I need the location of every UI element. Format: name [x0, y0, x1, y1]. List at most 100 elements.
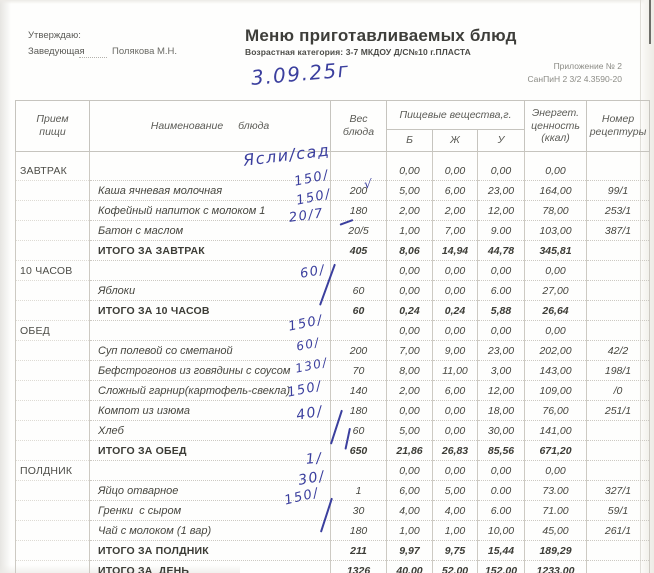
cell-recipe	[586, 460, 651, 481]
cell-energy: 0,00	[524, 260, 588, 281]
cell-carbs: 152,00	[476, 560, 526, 573]
cell-recipe: /0	[586, 380, 651, 401]
cell-energy: 0,00	[524, 460, 588, 481]
cell-carbs: 6.00	[476, 280, 526, 301]
header-meal: Прием пищи	[15, 100, 90, 152]
table-row: Яблоки 60 0,00 0,00 6.00 27,00	[15, 280, 651, 301]
cell-protein: 0,00	[386, 280, 433, 301]
cell-weight	[330, 460, 387, 481]
table-row: ИТОГО ЗА ЗАВТРАК 405 8,06 14,94 44,78 345,81	[15, 240, 651, 261]
cell-weight: 180	[330, 520, 387, 541]
cell-fat: 0,00	[432, 151, 478, 181]
cell-carbs: 9.00	[476, 220, 526, 241]
handwritten-note: √	[364, 177, 374, 191]
cell-fat: 9,75	[432, 540, 478, 561]
cell-dish	[89, 460, 331, 481]
cell-protein: 4,00	[386, 500, 433, 521]
cell-recipe: 387/1	[586, 220, 651, 241]
cell-meal	[15, 540, 90, 561]
cell-recipe	[586, 151, 651, 181]
approve-label: Утверждаю:	[28, 30, 81, 41]
cell-carbs: 10,00	[476, 520, 526, 541]
table-header-row-1: Прием пищи Наименование блюда Вес блюда …	[15, 100, 651, 152]
cell-energy: 26,64	[524, 300, 588, 321]
cell-fat: 4,00	[432, 500, 478, 521]
cell-energy: 78,00	[524, 200, 588, 221]
cell-carbs: 0.00	[476, 480, 526, 501]
cell-fat: 0,00	[432, 400, 478, 421]
cell-protein: 0,00	[386, 400, 433, 421]
table-row: Кофейный напиток с молоком 1 180 2,00 2,00 1…	[15, 200, 651, 221]
cell-carbs: 0,00	[476, 320, 526, 341]
cell-carbs: 44,78	[476, 240, 526, 261]
cell-meal: 10 ЧАСОВ	[15, 260, 90, 281]
cell-meal: ПОЛДНИК	[15, 460, 90, 481]
cell-meal	[15, 340, 90, 361]
cell-energy: 73.00	[524, 480, 588, 501]
cell-energy: 103,00	[524, 220, 588, 241]
cell-fat: 7,00	[432, 220, 478, 241]
table-row: Хлеб 60 5,00 0,00 30,00 141,00	[15, 420, 651, 441]
table-row: ИТОГО ЗА ДЕНЬ 1326 40,00 52,00 152,00 1233,00	[15, 560, 651, 573]
header-dish: Наименование блюда	[89, 100, 331, 152]
cell-fat: 26,83	[432, 440, 478, 461]
cell-weight: 180	[330, 400, 387, 421]
cell-protein: 0,00	[386, 320, 433, 341]
header-weight: Вес блюда	[330, 100, 387, 152]
cell-fat: 1,00	[432, 520, 478, 541]
cell-meal	[15, 560, 90, 573]
cell-protein: 21,86	[386, 440, 433, 461]
cell-dish: Яйцо отварное	[89, 480, 331, 501]
cell-fat: 11,00	[432, 360, 478, 381]
cell-fat: 0,24	[432, 300, 478, 321]
cell-recipe: 251/1	[586, 400, 651, 421]
cell-meal	[15, 440, 90, 461]
cell-carbs: 6.00	[476, 500, 526, 521]
table-row: ИТОГО ЗА 10 ЧАСОВ 60 0,24 0,24 5,88 26,64	[15, 300, 651, 321]
cell-dish: ИТОГО ЗА 10 ЧАСОВ	[89, 300, 331, 321]
cell-meal	[15, 220, 90, 241]
header-energy: Энергет. ценность (ккал)	[524, 100, 588, 152]
cell-energy: 143,00	[524, 360, 588, 381]
cell-protein: 5,00	[386, 180, 433, 201]
cell-weight: 140	[330, 380, 387, 401]
cell-dish: ИТОГО ЗА ДЕНЬ	[89, 560, 331, 573]
cell-protein: 2,00	[386, 380, 433, 401]
scan-edge-left	[0, 0, 11, 573]
cell-dish: ИТОГО ЗА ПОЛДНИК	[89, 540, 331, 561]
cell-weight: 1	[330, 480, 387, 501]
cell-protein: 0,00	[386, 260, 433, 281]
menu-table: Прием пищи Наименование блюда Вес блюда …	[15, 100, 651, 573]
cell-recipe: 253/1	[586, 200, 651, 221]
cell-protein: 9,97	[386, 540, 433, 561]
table-row: Компот из изюма 180 0,00 0,00 18,00 76,00 251/…	[15, 400, 651, 421]
cell-carbs: 18,00	[476, 400, 526, 421]
handwritten-note: 1/	[305, 450, 324, 468]
cell-energy: 671,20	[524, 440, 588, 461]
table-row: ПОЛДНИК 0,00 0,00 0,00 0,00	[15, 460, 651, 481]
cell-fat: 6,00	[432, 380, 478, 401]
cell-meal	[15, 520, 90, 541]
cell-fat: 0,00	[432, 320, 478, 341]
table-row: ИТОГО ЗА ПОЛДНИК 211 9,97 9,75 15,44 189,29	[15, 540, 651, 561]
cell-meal	[15, 420, 90, 441]
cell-meal	[15, 240, 90, 261]
cell-weight: 405	[330, 240, 387, 261]
cell-dish: Сложный гарнир(картофель-свекла)	[89, 380, 331, 401]
cell-dish: Каша ячневая молочная	[89, 180, 331, 201]
cell-weight: 70	[330, 360, 387, 381]
cell-meal	[15, 300, 90, 321]
cell-weight: 200	[330, 340, 387, 361]
cell-carbs: 15,44	[476, 540, 526, 561]
cell-energy: 27,00	[524, 280, 588, 301]
cell-protein: 1,00	[386, 220, 433, 241]
cell-carbs: 23,00	[476, 180, 526, 201]
header-carbs: У	[476, 129, 526, 152]
cell-fat: 0,00	[432, 260, 478, 281]
cell-dish: Хлеб	[89, 420, 331, 441]
cell-protein: 0,24	[386, 300, 433, 321]
cell-carbs: 5,88	[476, 300, 526, 321]
cell-fat: 0,00	[432, 420, 478, 441]
cell-fat: 5,00	[432, 480, 478, 501]
